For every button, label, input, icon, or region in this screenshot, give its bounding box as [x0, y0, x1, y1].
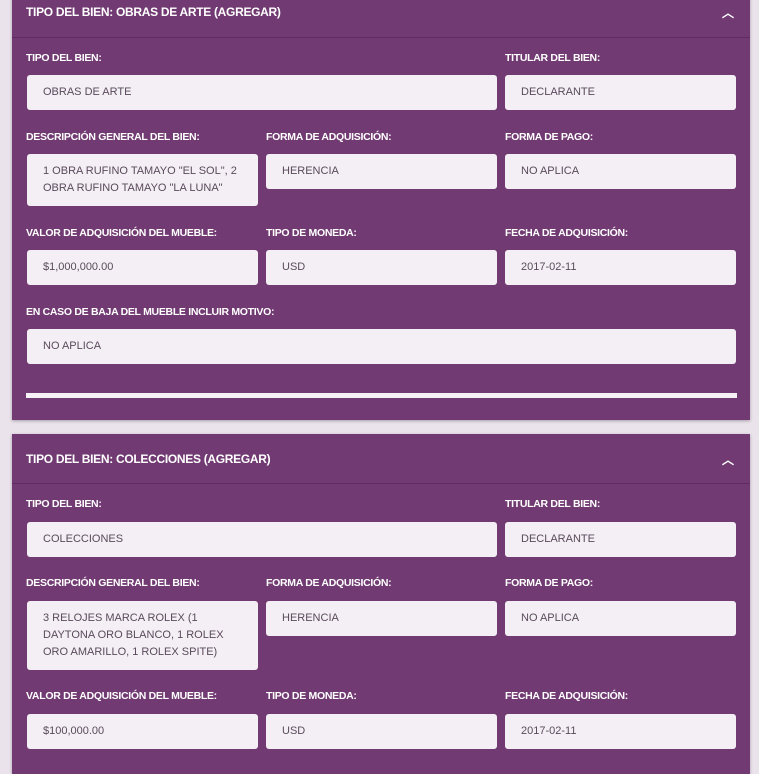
label-descripcion: DESCRIPCIÓN GENERAL DEL BIEN:: [26, 577, 200, 589]
label-fecha: FECHA DE ADQUISICIÓN:: [505, 690, 629, 702]
label-fecha: FECHA DE ADQUISICIÓN:: [505, 227, 629, 239]
panel-header[interactable]: TIPO DEL BIEN: OBRAS DE ARTE (AGREGAR) ︿: [12, 0, 750, 38]
label-tipo: TIPO DEL BIEN:: [26, 498, 102, 510]
label-forma-adquisicion: FORMA DE ADQUISICIÓN:: [266, 131, 392, 143]
field-forma-adquisicion[interactable]: HERENCIA: [266, 154, 497, 189]
divider-bar: [26, 393, 737, 398]
label-valor: VALOR DE ADQUISICIÓN DEL MUEBLE:: [26, 227, 217, 239]
panel-title: TIPO DEL BIEN: COLECCIONES (AGREGAR): [26, 452, 271, 466]
field-moneda[interactable]: USD: [266, 250, 497, 285]
field-baja[interactable]: NO APLICA: [27, 329, 736, 364]
field-valor[interactable]: $1,000,000.00: [27, 250, 258, 285]
panel-header[interactable]: TIPO DEL BIEN: COLECCIONES (AGREGAR) ︿: [12, 434, 750, 484]
label-moneda: TIPO DE MONEDA:: [266, 690, 357, 702]
panel-title: TIPO DEL BIEN: OBRAS DE ARTE (AGREGAR): [26, 5, 281, 19]
field-moneda[interactable]: USD: [266, 714, 497, 749]
label-valor: VALOR DE ADQUISICIÓN DEL MUEBLE:: [26, 690, 217, 702]
label-forma-pago: FORMA DE PAGO:: [505, 577, 593, 589]
field-fecha[interactable]: 2017-02-11: [505, 714, 736, 749]
field-valor[interactable]: $100,000.00: [27, 714, 258, 749]
field-forma-pago[interactable]: NO APLICA: [505, 154, 736, 189]
field-descripcion[interactable]: 1 OBRA RUFINO TAMAYO "EL SOL", 2 OBRA RU…: [27, 154, 258, 206]
field-tipo[interactable]: COLECCIONES: [27, 522, 497, 557]
label-tipo: TIPO DEL BIEN:: [26, 52, 102, 64]
label-titular: TITULAR DEL BIEN:: [505, 52, 601, 64]
label-forma-adquisicion: FORMA DE ADQUISICIÓN:: [266, 577, 392, 589]
field-forma-adquisicion[interactable]: HERENCIA: [266, 601, 497, 636]
panel-obras-de-arte: TIPO DEL BIEN: OBRAS DE ARTE (AGREGAR) ︿…: [12, 0, 750, 420]
panel-colecciones: TIPO DEL BIEN: COLECCIONES (AGREGAR) ︿ T…: [12, 434, 750, 774]
field-descripcion[interactable]: 3 RELOJES MARCA ROLEX (1 DAYTONA ORO BLA…: [27, 601, 258, 670]
field-fecha[interactable]: 2017-02-11: [505, 250, 736, 285]
chevron-up-icon[interactable]: ︿: [721, 6, 734, 20]
label-descripcion: DESCRIPCIÓN GENERAL DEL BIEN:: [26, 131, 200, 143]
field-forma-pago[interactable]: NO APLICA: [505, 601, 736, 636]
field-titular[interactable]: DECLARANTE: [505, 522, 736, 557]
label-baja: EN CASO DE BAJA DEL MUEBLE INCLUIR MOTIV…: [26, 306, 275, 318]
field-tipo[interactable]: OBRAS DE ARTE: [27, 75, 497, 110]
label-forma-pago: FORMA DE PAGO:: [505, 131, 593, 143]
chevron-up-icon[interactable]: ︿: [721, 453, 734, 467]
field-titular[interactable]: DECLARANTE: [505, 75, 736, 110]
label-titular: TITULAR DEL BIEN:: [505, 498, 601, 510]
label-moneda: TIPO DE MONEDA:: [266, 227, 357, 239]
